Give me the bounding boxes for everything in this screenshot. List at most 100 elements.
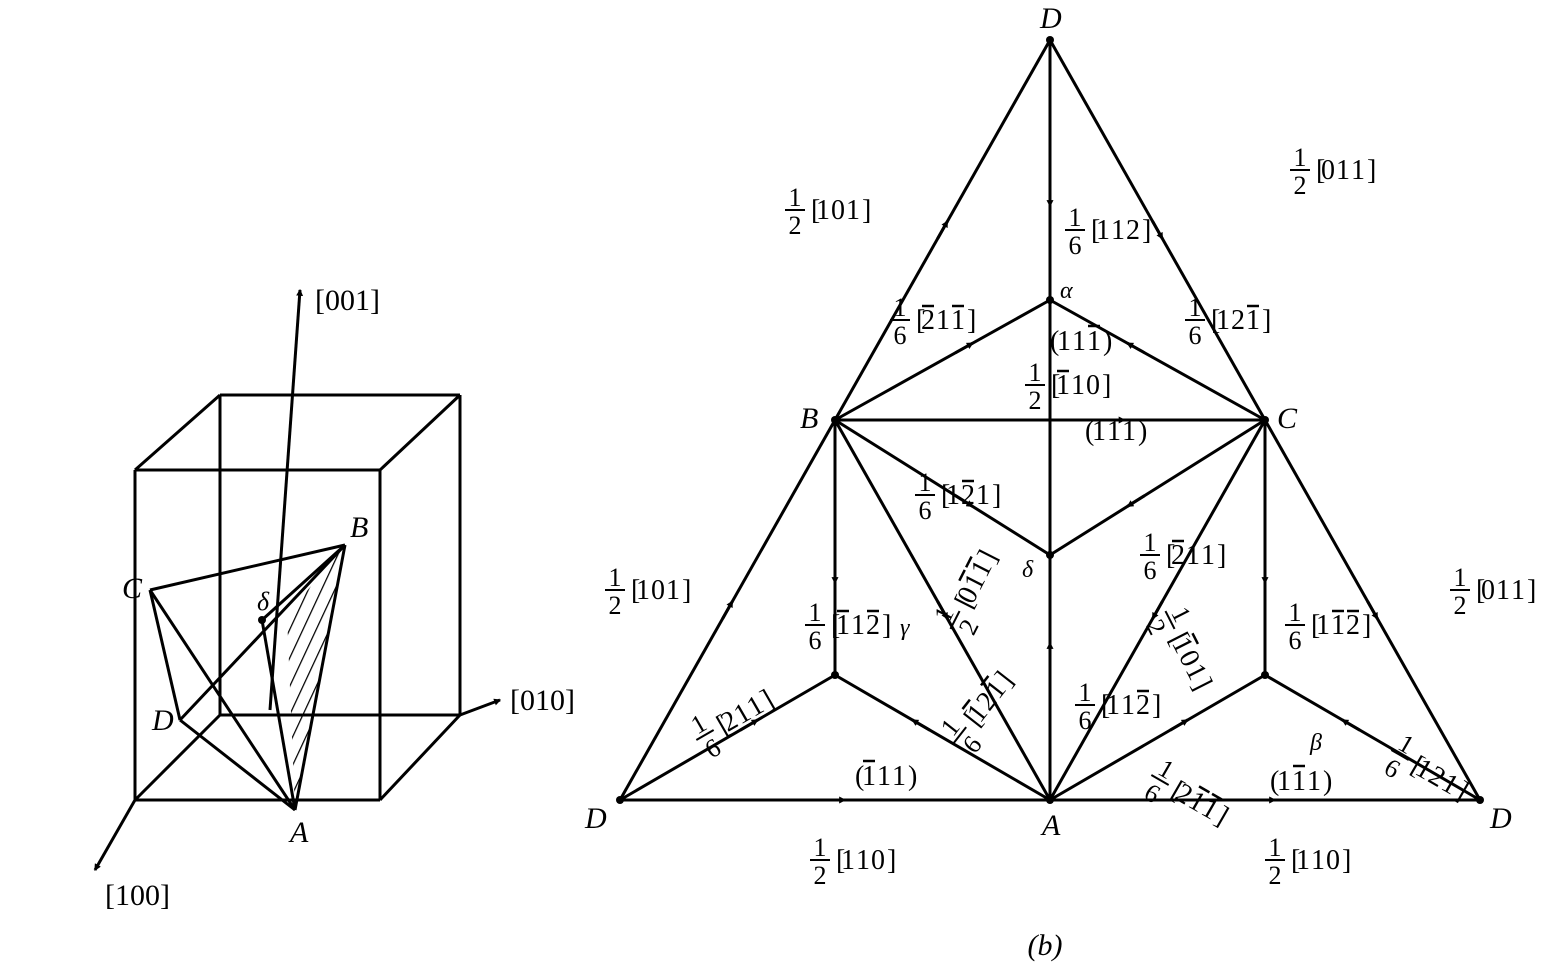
svg-text:1: 1: [636, 575, 650, 606]
svg-text:0: 0: [1321, 155, 1335, 186]
svg-text:1: 1: [1269, 833, 1282, 862]
svg-text:1: 1: [1144, 528, 1157, 557]
svg-text:6: 6: [1289, 626, 1302, 655]
svg-text:1: 1: [1092, 416, 1106, 447]
svg-text:(b): (b): [1028, 929, 1063, 962]
svg-text:): ): [1323, 766, 1332, 797]
svg-text:0: 0: [1086, 370, 1100, 401]
svg-text:1: 1: [1057, 326, 1071, 357]
svg-text:D: D: [584, 802, 607, 835]
svg-text:2: 2: [1231, 305, 1245, 336]
svg-text:6: 6: [1069, 231, 1082, 260]
svg-text:1: 1: [841, 845, 855, 876]
svg-text:δ: δ: [1022, 557, 1034, 583]
svg-text:1: 1: [1289, 598, 1302, 627]
svg-text:6: 6: [894, 321, 907, 350]
svg-text:]: ]: [1367, 155, 1376, 186]
svg-text:1: 1: [1056, 370, 1070, 401]
svg-text:]: ]: [967, 305, 976, 336]
svg-text:6: 6: [1079, 706, 1092, 735]
svg-text:γ: γ: [900, 615, 910, 641]
svg-text:2: 2: [1126, 215, 1140, 246]
svg-text:1: 1: [976, 480, 990, 511]
svg-text:D: D: [151, 704, 174, 737]
svg-text:δ: δ: [257, 587, 270, 616]
svg-text:B: B: [800, 402, 818, 435]
svg-text:2: 2: [1346, 610, 1360, 641]
svg-text:1: 1: [936, 305, 950, 336]
svg-text:1: 1: [851, 610, 865, 641]
svg-text:6: 6: [700, 733, 726, 765]
svg-text:]: ]: [1342, 845, 1351, 876]
svg-text:0: 0: [1481, 575, 1495, 606]
thompson-tetrahedron-diagram: [001][010][100]ABCDδ12[101]12[011]12[101…: [0, 0, 1560, 973]
svg-text:1: 1: [1277, 766, 1291, 797]
svg-text:0: 0: [651, 575, 665, 606]
svg-text:1: 1: [1307, 766, 1321, 797]
svg-text:2: 2: [1029, 386, 1042, 415]
svg-text:1: 1: [1107, 416, 1121, 447]
svg-text:1: 1: [946, 480, 960, 511]
svg-text:6: 6: [919, 496, 932, 525]
svg-text:): ): [1138, 416, 1147, 447]
svg-text:1: 1: [1072, 326, 1086, 357]
svg-text:]: ]: [1142, 215, 1151, 246]
svg-text:1: 1: [1186, 540, 1200, 571]
svg-text:B: B: [350, 511, 368, 544]
svg-text:2: 2: [921, 305, 935, 336]
svg-text:2: 2: [1294, 171, 1307, 200]
svg-text:1: 1: [1069, 203, 1082, 232]
svg-text:1: 1: [1331, 610, 1345, 641]
svg-text:1: 1: [1454, 563, 1467, 592]
svg-text:): ): [908, 761, 917, 792]
svg-text:]: ]: [1262, 305, 1271, 336]
svg-text:1: 1: [1496, 575, 1510, 606]
svg-text:2: 2: [1140, 615, 1172, 640]
svg-text:2: 2: [1454, 591, 1467, 620]
svg-text:1: 1: [856, 845, 870, 876]
svg-text:1: 1: [1316, 610, 1330, 641]
svg-text:0: 0: [1326, 845, 1340, 876]
svg-text:1: 1: [1336, 155, 1350, 186]
svg-text:2: 2: [866, 610, 880, 641]
svg-text:[010]: [010]: [510, 684, 575, 717]
svg-text:1: 1: [814, 833, 827, 862]
svg-text:]: ]: [862, 195, 871, 226]
svg-text:]: ]: [992, 480, 1001, 511]
svg-text:1: 1: [892, 761, 906, 792]
svg-text:1: 1: [862, 761, 876, 792]
svg-text:0: 0: [831, 195, 845, 226]
svg-text:): ): [1103, 326, 1112, 357]
svg-text:1: 1: [1122, 416, 1136, 447]
svg-text:1: 1: [666, 575, 680, 606]
svg-text:C: C: [122, 572, 143, 605]
svg-text:]: ]: [887, 845, 896, 876]
svg-text:1: 1: [1351, 155, 1365, 186]
svg-text:2: 2: [1269, 861, 1282, 890]
svg-text:0: 0: [871, 845, 885, 876]
svg-text:1: 1: [1106, 690, 1120, 721]
svg-text:]: ]: [882, 610, 891, 641]
svg-text:1: 1: [1294, 143, 1307, 172]
svg-text:2: 2: [814, 861, 827, 890]
svg-text:1: 1: [1087, 326, 1101, 357]
svg-text:1: 1: [877, 761, 891, 792]
svg-text:1: 1: [1246, 305, 1260, 336]
svg-text:6: 6: [1379, 753, 1405, 785]
svg-text:D: D: [1039, 2, 1062, 35]
svg-text:[100]: [100]: [105, 879, 170, 912]
svg-text:1: 1: [951, 305, 965, 336]
svg-text:1: 1: [1311, 845, 1325, 876]
svg-text:2: 2: [1136, 690, 1150, 721]
svg-text:1: 1: [789, 183, 802, 212]
svg-text:2: 2: [1171, 540, 1185, 571]
svg-text:6: 6: [1144, 556, 1157, 585]
svg-text:2: 2: [609, 591, 622, 620]
svg-text:1: 1: [836, 610, 850, 641]
svg-text:1: 1: [1216, 305, 1230, 336]
svg-text:1: 1: [1511, 575, 1525, 606]
svg-text:1: 1: [1201, 540, 1215, 571]
svg-text:]: ]: [682, 575, 691, 606]
svg-text:]: ]: [1527, 575, 1536, 606]
svg-text:]: ]: [1152, 690, 1161, 721]
